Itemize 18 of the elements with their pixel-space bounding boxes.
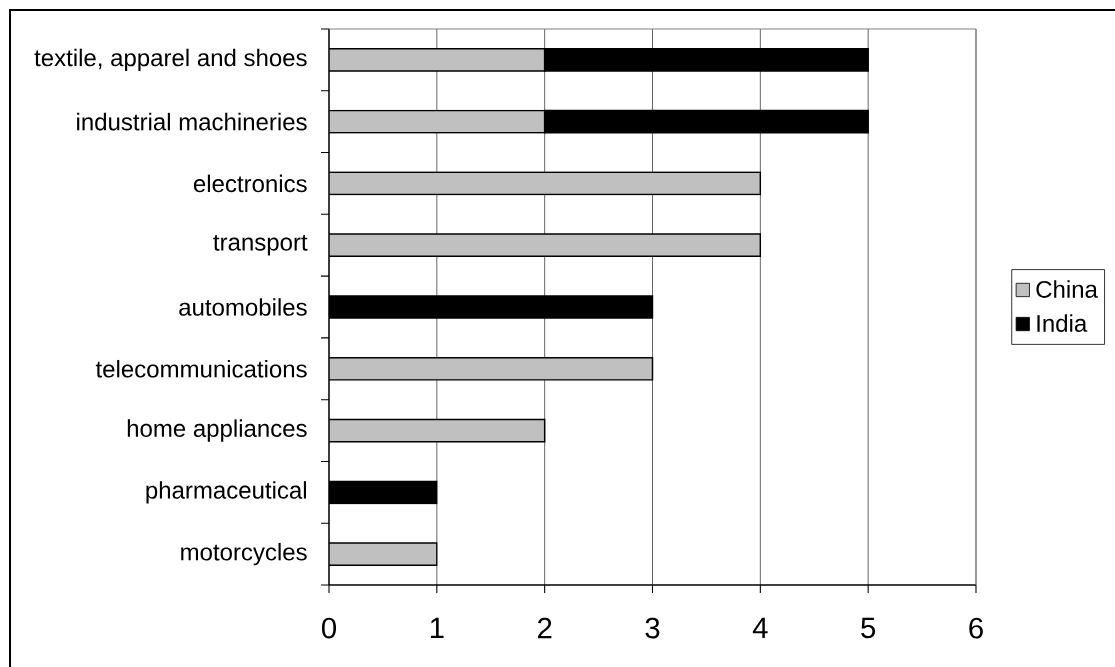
- y-tick-label: electronics: [193, 174, 307, 193]
- legend-label: India: [1037, 314, 1088, 332]
- x-tick-label: 6: [969, 617, 983, 639]
- y-tick-label: textile, apparel and shoes: [34, 48, 307, 72]
- x-tick-label: 4: [752, 617, 768, 638]
- y-tick-label: home appliances: [127, 419, 307, 442]
- x-tick-label: 0: [322, 617, 337, 639]
- y-tick-label: telecommunications: [95, 359, 307, 378]
- x-tick-label: 1: [430, 617, 444, 638]
- y-tick-label: industrial machineries: [77, 112, 307, 131]
- y-tick-label: pharmaceutical: [146, 481, 306, 504]
- legend-label: China: [1036, 280, 1098, 298]
- x-tick-label: 3: [645, 617, 660, 639]
- x-tick-label: 5: [861, 617, 876, 639]
- y-tick-label: motorcycles: [181, 542, 307, 566]
- x-tick-label: 2: [537, 617, 552, 639]
- y-tick-label: automobiles: [179, 298, 307, 316]
- y-tick-label: transport: [213, 234, 308, 256]
